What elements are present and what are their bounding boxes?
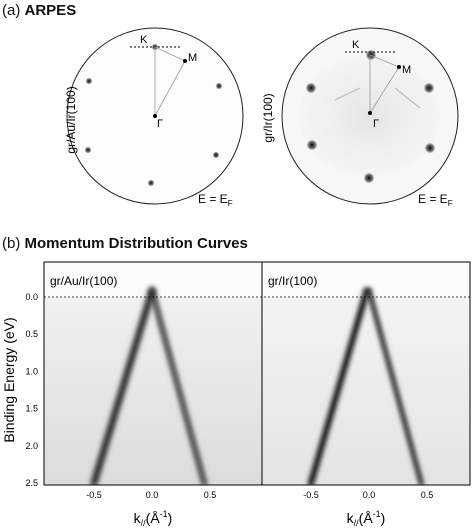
m-point-right [397,65,401,69]
bz-wedge-right [369,54,400,114]
mdc-right-bands [305,285,426,485]
y-tick-label: 2.0 [25,441,38,451]
y-tick-label: 0.0 [25,292,38,302]
arpes-map-left: K M Γ E = EF gr/Au/Ir(100) [64,27,244,208]
panel-a-title: ARPES [24,2,77,19]
band-branch [91,288,155,485]
x-tick-label: -0.5 [86,490,102,500]
energy-label-left: E = EF [198,192,233,208]
m-label-left: M [188,52,197,64]
gamma-point-right [368,111,372,115]
m-point-left [183,59,187,63]
band-branch [150,289,207,485]
x-axis-label-right: k//(Å-1) [347,509,386,528]
panel-a-heading: (a) ARPES [2,2,76,19]
y-tick-label: 1.0 [25,366,38,376]
panel-a-letter: (a) [2,2,21,19]
bz-spots-left [84,43,223,187]
k-label-left: K [140,34,148,46]
y-tick-label: 1.5 [25,404,38,414]
sample-label-left: gr/Au/Ir(100) [64,86,78,153]
x-tick-label: 0.0 [146,490,159,500]
svg-text:k//(Å-1): k//(Å-1) [347,509,386,528]
x-tick-label: 0.5 [204,490,217,500]
gamma-label-left: Γ [157,118,163,130]
bz-spots-right [305,49,436,184]
x-tick-label: -0.5 [303,490,319,500]
mdc-left-sample-label: gr/Au/Ir(100) [50,274,117,288]
x-tick-label: 0.5 [421,490,434,500]
x-axis-label-left: k//(Å-1) [134,509,173,528]
sample-label-right: gr/Ir(100) [261,93,275,142]
mdc-left-bands [88,285,209,485]
svg-text:k//(Å-1): k//(Å-1) [134,509,173,528]
panel-b-title: Momentum Distribution Curves [24,235,248,252]
panel-b-letter: (b) [2,235,21,252]
arpes-maps: K M Γ E = EF gr/Au/Ir(100) K M Γ E = EF … [64,27,459,208]
y-tick-label: 2.5 [25,478,38,488]
y-tick-labels: 0.0 0.5 1.0 1.5 2.0 2.5 [25,292,38,488]
x-tick-labels: -0.5 0.0 0.5 -0.5 0.0 0.5 [86,490,433,500]
gamma-point-left [153,114,157,118]
mdc-right-frame [261,261,471,486]
y-tick-label: 0.5 [25,329,38,339]
bz-wedge-left [154,46,186,117]
mdc-right-sample-label: gr/Ir(100) [268,274,317,288]
k-label-right: K [352,39,360,51]
band-branch [367,289,424,485]
x-tick-label: 0.0 [363,490,376,500]
gamma-label-right: Γ [373,118,379,130]
band-branch [308,288,370,485]
y-axis-label: Binding Energy (eV) [1,317,17,442]
panel-b-heading: (b) Momentum Distribution Curves [2,235,248,252]
m-label-right: M [402,64,411,76]
energy-label-right: E = EF [418,192,453,208]
arpes-map-right: K M Γ E = EF gr/Ir(100) [261,27,459,208]
